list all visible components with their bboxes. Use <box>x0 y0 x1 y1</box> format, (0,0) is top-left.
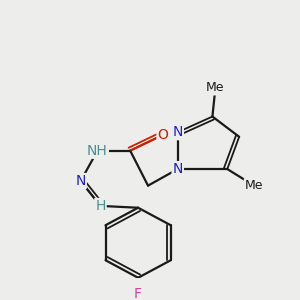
Text: N: N <box>172 162 183 176</box>
Text: F: F <box>134 287 142 300</box>
Text: N: N <box>76 174 86 188</box>
Text: H: H <box>95 199 106 213</box>
Text: NH: NH <box>87 144 108 158</box>
Text: H: H <box>92 144 103 158</box>
Text: N: N <box>172 125 183 139</box>
Text: O: O <box>158 128 168 142</box>
Text: Me: Me <box>245 179 263 192</box>
Text: Me: Me <box>206 82 225 94</box>
